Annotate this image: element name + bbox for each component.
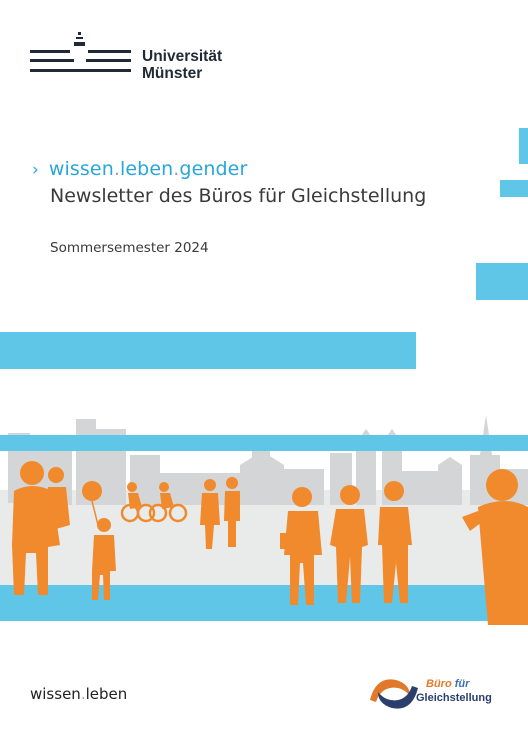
footer-brand: wissen.leben	[30, 685, 127, 703]
series-sep2: .	[173, 158, 180, 180]
decor-bar-right-3	[476, 263, 528, 300]
chevron-right-icon: ›	[32, 160, 39, 180]
series-sep1: .	[113, 158, 120, 180]
footer-brand-part1: wissen	[30, 685, 81, 703]
decor-bar-wide	[0, 332, 416, 369]
newsletter-subtitle: Newsletter des Büros für Gleichstellung	[50, 185, 427, 207]
university-emblem-icon	[30, 32, 131, 72]
city-skyline-illustration	[0, 415, 528, 625]
university-name-line2: Münster	[142, 65, 203, 82]
semester-label: Sommersemester 2024	[50, 240, 209, 256]
decor-bar-right-2	[500, 180, 528, 197]
footer-brand-sep: .	[80, 685, 86, 703]
decor-bar-right-top	[519, 128, 528, 164]
series-part1: wissen	[48, 158, 114, 180]
footer-brand-part2: leben	[85, 685, 128, 703]
university-name-line1: Universität	[142, 48, 223, 65]
newsletter-series-title: › wissen.leben.gender	[32, 158, 247, 180]
office-word2: für	[454, 678, 470, 690]
city-people-illustration	[0, 395, 528, 625]
series-part2: leben	[120, 158, 174, 180]
office-word3: Gleichstellung	[416, 692, 492, 704]
office-word1: Büro	[426, 678, 452, 690]
university-logo: Universität Münster	[30, 28, 250, 88]
gleichstellung-office-logo: Büro für Gleichstellung	[366, 670, 506, 716]
university-name: Universität Münster	[142, 48, 222, 82]
swirl-logo-icon	[370, 679, 418, 709]
office-logo-line1: Büro für	[426, 678, 469, 690]
series-part3: gender	[179, 158, 248, 180]
